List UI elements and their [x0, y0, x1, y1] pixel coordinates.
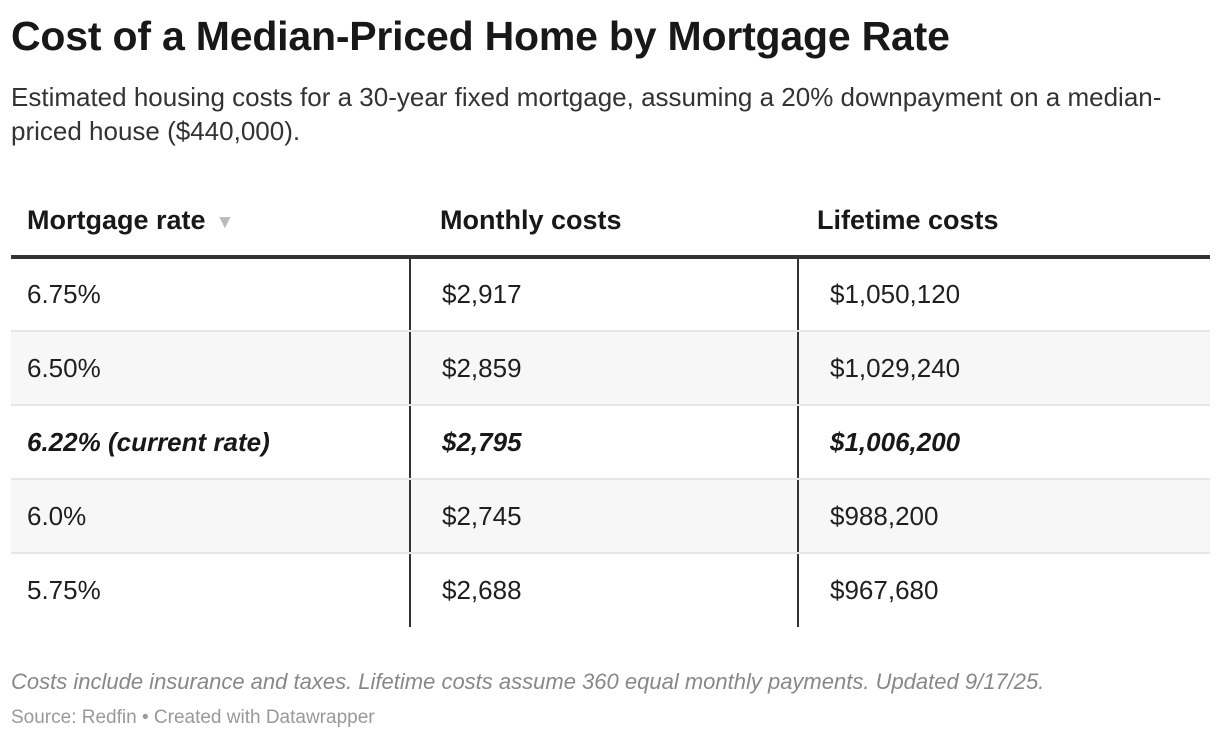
column-header-monthly-costs[interactable]: Monthly costs — [410, 186, 798, 259]
column-header-lifetime-costs[interactable]: Lifetime costs — [798, 186, 1210, 259]
table-cell-monthly-costs: $2,859 — [409, 331, 798, 406]
data-table-container: Mortgage rate ▼ Monthly costs Lifetime co… — [11, 186, 1210, 627]
table-cell-monthly-costs: $2,795 — [409, 405, 798, 480]
chart-title: Cost of a Median-Priced Home by Mortgage… — [11, 13, 950, 59]
data-table: Mortgage rate ▼ Monthly costs Lifetime co… — [11, 186, 1210, 627]
chart-source: Source: Redfin • Created with Datawrappe… — [11, 707, 375, 728]
chart-notes: Costs include insurance and taxes. Lifet… — [11, 669, 1045, 694]
table-row: 6.22% (current rate) $2,795 $1,006,200 — [11, 405, 1210, 480]
table-row: 5.75% $2,688 $967,680 — [11, 553, 1210, 627]
sort-descending-icon[interactable]: ▼ — [215, 212, 235, 233]
table-cell-mortgage-rate: 6.50% — [11, 331, 410, 406]
table-cell-mortgage-rate: 6.22% (current rate) — [11, 405, 410, 480]
table-row: 6.75% $2,917 $1,050,120 — [11, 257, 1210, 332]
column-header-label: Mortgage rate — [27, 205, 206, 235]
table-cell-lifetime-costs: $1,050,120 — [797, 257, 1210, 332]
table-row: 6.0% $2,745 $988,200 — [11, 479, 1210, 554]
table-cell-mortgage-rate: 6.75% — [11, 257, 410, 332]
table-header-row: Mortgage rate ▼ Monthly costs Lifetime co… — [11, 186, 1210, 259]
table-cell-monthly-costs: $2,745 — [409, 479, 798, 554]
table-cell-mortgage-rate: 6.0% — [11, 479, 410, 554]
chart-subtitle: Estimated housing costs for a 30-year fi… — [11, 82, 1162, 146]
table-cell-monthly-costs: $2,917 — [409, 257, 798, 332]
table-cell-monthly-costs: $2,688 — [409, 553, 798, 627]
table-cell-lifetime-costs: $967,680 — [797, 553, 1210, 627]
table-body: 6.75% $2,917 $1,050,120 6.50% $2,859 $1,029,2… — [11, 257, 1210, 627]
column-header-label: Monthly costs — [440, 205, 622, 235]
table-cell-lifetime-costs: $988,200 — [797, 479, 1210, 554]
table-cell-mortgage-rate: 5.75% — [27, 575, 101, 605]
table-row: 6.50% $2,859 $1,029,240 — [11, 331, 1210, 406]
table-cell-lifetime-costs: $1,029,240 — [797, 331, 1210, 406]
table-cell-lifetime-costs: $1,006,200 — [797, 405, 1210, 480]
column-header-label: Lifetime costs — [817, 205, 999, 235]
column-header-mortgage-rate[interactable]: Mortgage rate ▼ — [11, 186, 410, 259]
